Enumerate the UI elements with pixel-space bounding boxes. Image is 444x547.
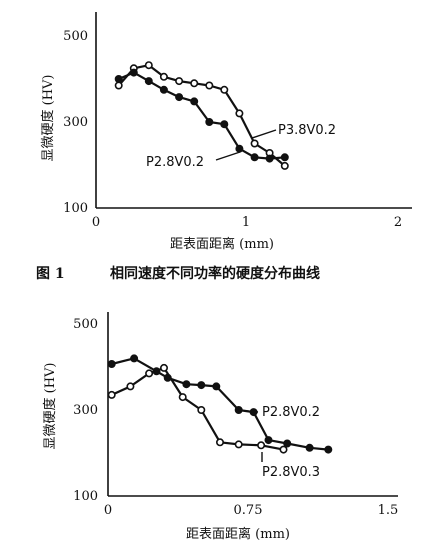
chart2-ytick-label: 500 bbox=[73, 317, 98, 332]
chart2-data-point bbox=[264, 436, 273, 445]
chart1-data-point bbox=[205, 118, 214, 127]
chart2-data-point bbox=[107, 390, 116, 399]
chart2-data-point bbox=[216, 438, 225, 447]
chart1-series-label: P2.8V0.2 bbox=[146, 155, 204, 170]
chart2-points-layer bbox=[107, 354, 333, 454]
chart1-data-point bbox=[129, 68, 138, 77]
chart2-ytick-label: 100 bbox=[73, 489, 98, 504]
chart2-ytick-label: 300 bbox=[73, 403, 98, 418]
chart-hardness-vs-distance-power: 100 300 500 0 1 2 显微硬度 (HV) 距表面距离 (mm) 图… bbox=[36, 12, 412, 282]
chart1-data-point bbox=[280, 153, 289, 162]
chart1-ytick-label: 100 bbox=[63, 201, 88, 216]
chart1-data-point bbox=[220, 120, 229, 129]
chart2-x-axis-label: 距表面距离 (mm) bbox=[186, 526, 290, 542]
chart2-data-point bbox=[182, 380, 191, 389]
chart1-data-point bbox=[159, 85, 168, 94]
chart1-data-point bbox=[114, 75, 123, 84]
chart1-y-axis-label: 显微硬度 (HV) bbox=[40, 74, 56, 161]
chart1-series-label: P3.8V0.2 bbox=[278, 123, 336, 138]
chart1-data-point bbox=[265, 154, 274, 163]
chart2-series-layer bbox=[111, 357, 329, 451]
chart2-xtick-label: 0 bbox=[104, 503, 112, 518]
chart-hardness-vs-distance-speed: 100 300 500 0 0.75 1.5 显微硬度 (HV) 距表面距离 (… bbox=[42, 312, 398, 542]
chart1-data-point bbox=[220, 85, 229, 94]
chart2-data-point bbox=[197, 381, 206, 390]
chart2-leader-line bbox=[235, 409, 259, 413]
chart2-series-line-2 bbox=[111, 366, 284, 451]
chart1-leader-line bbox=[215, 151, 241, 161]
chart1-series-layer bbox=[117, 64, 286, 167]
chart1-data-point bbox=[144, 77, 153, 86]
chart1-data-point bbox=[235, 109, 244, 118]
chart2-series-line-1 bbox=[111, 357, 329, 451]
chart2-data-point bbox=[152, 367, 161, 376]
chart2-data-point bbox=[283, 439, 292, 448]
chart2-data-point bbox=[126, 382, 135, 391]
chart1-series-line-1 bbox=[117, 64, 286, 167]
chart1-leader-line bbox=[251, 129, 277, 139]
chart2-data-point bbox=[107, 359, 116, 368]
chart1-xtick-label: 0 bbox=[92, 215, 100, 230]
chart2-data-point bbox=[234, 440, 243, 449]
chart1-data-point bbox=[144, 61, 153, 70]
chart1-data-point bbox=[175, 93, 184, 102]
chart2-series-label: P2.8V0.2 bbox=[262, 405, 320, 420]
chart1-points-layer bbox=[114, 61, 289, 170]
chart1-ytick-label: 500 bbox=[63, 29, 88, 44]
chart1-data-point bbox=[280, 161, 289, 170]
chart1-x-axis-label: 距表面距离 (mm) bbox=[170, 236, 274, 252]
chart2-data-point bbox=[178, 393, 187, 402]
chart1-data-point bbox=[205, 81, 214, 90]
chart2-series-label: P2.8V0.3 bbox=[262, 465, 320, 480]
chart1-xtick-label: 2 bbox=[394, 215, 402, 230]
chart2-y-axis-label: 显微硬度 (HV) bbox=[42, 362, 58, 449]
chart2-data-point bbox=[257, 441, 266, 450]
figure1-caption-number: 图 1 bbox=[36, 266, 65, 282]
chart2-data-point bbox=[130, 354, 139, 363]
chart1-xtick-label: 1 bbox=[242, 215, 250, 230]
chart1-data-point bbox=[175, 77, 184, 86]
chart1-data-point bbox=[250, 153, 259, 162]
chart2-data-point bbox=[197, 405, 206, 414]
chart2-data-point bbox=[305, 443, 314, 452]
chart1-data-point bbox=[190, 79, 199, 88]
chart1-data-point bbox=[190, 97, 199, 106]
chart2-data-point bbox=[145, 369, 154, 378]
chart2-xtick-label: 0.75 bbox=[234, 503, 263, 518]
chart2-data-point bbox=[160, 363, 169, 372]
chart1-data-point bbox=[114, 81, 123, 90]
chart2-xtick-label: 1.5 bbox=[378, 503, 399, 518]
chart2-data-point bbox=[279, 445, 288, 454]
chart1-ytick-label: 300 bbox=[63, 115, 88, 130]
chart2-data-point bbox=[324, 445, 333, 454]
chart2-data-point bbox=[212, 382, 221, 391]
chart2-data-point bbox=[163, 373, 172, 382]
chart1-data-point bbox=[235, 144, 244, 153]
chart1-data-point bbox=[159, 72, 168, 81]
chart1-data-point bbox=[250, 139, 259, 148]
figure1-caption-text: 相同速度不同功率的硬度分布曲线 bbox=[110, 265, 320, 282]
